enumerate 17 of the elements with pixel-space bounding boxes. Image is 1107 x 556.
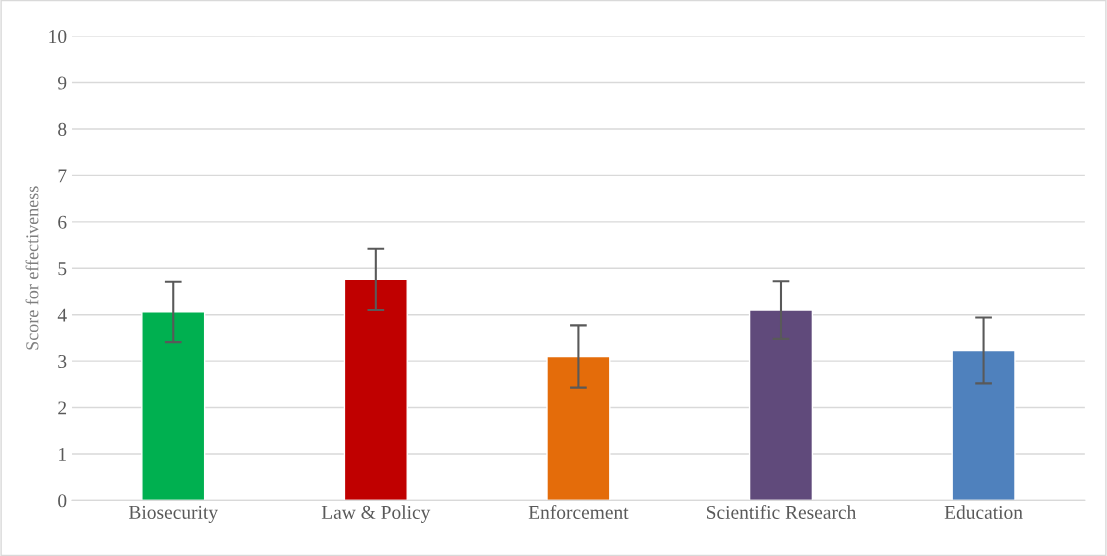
y-tick-label: 5 [58,262,67,276]
y-tick-label: 4 [57,308,67,322]
x-tick-label: Enforcement [528,505,629,519]
y-tick-label: 6 [58,215,67,229]
y-tick-label: 3 [58,354,67,369]
y-tick-label: 1 [59,447,66,461]
x-tick-label: Law & Policy [321,505,431,523]
x-tick-label: Biosecurity [128,505,218,523]
y-tick-label: 10 [49,29,67,44]
y-tick-label: 2 [58,401,67,415]
x-tick-label: Education [944,505,1023,519]
x-tick-label: Scientific Research [706,505,857,519]
y-axis-title: Score for effectiveness [25,186,39,350]
y-tick-label: 0 [58,494,67,508]
y-tick-label: 9 [58,76,67,90]
y-tick-label: 8 [58,122,67,136]
y-tick-label: 7 [58,169,67,183]
